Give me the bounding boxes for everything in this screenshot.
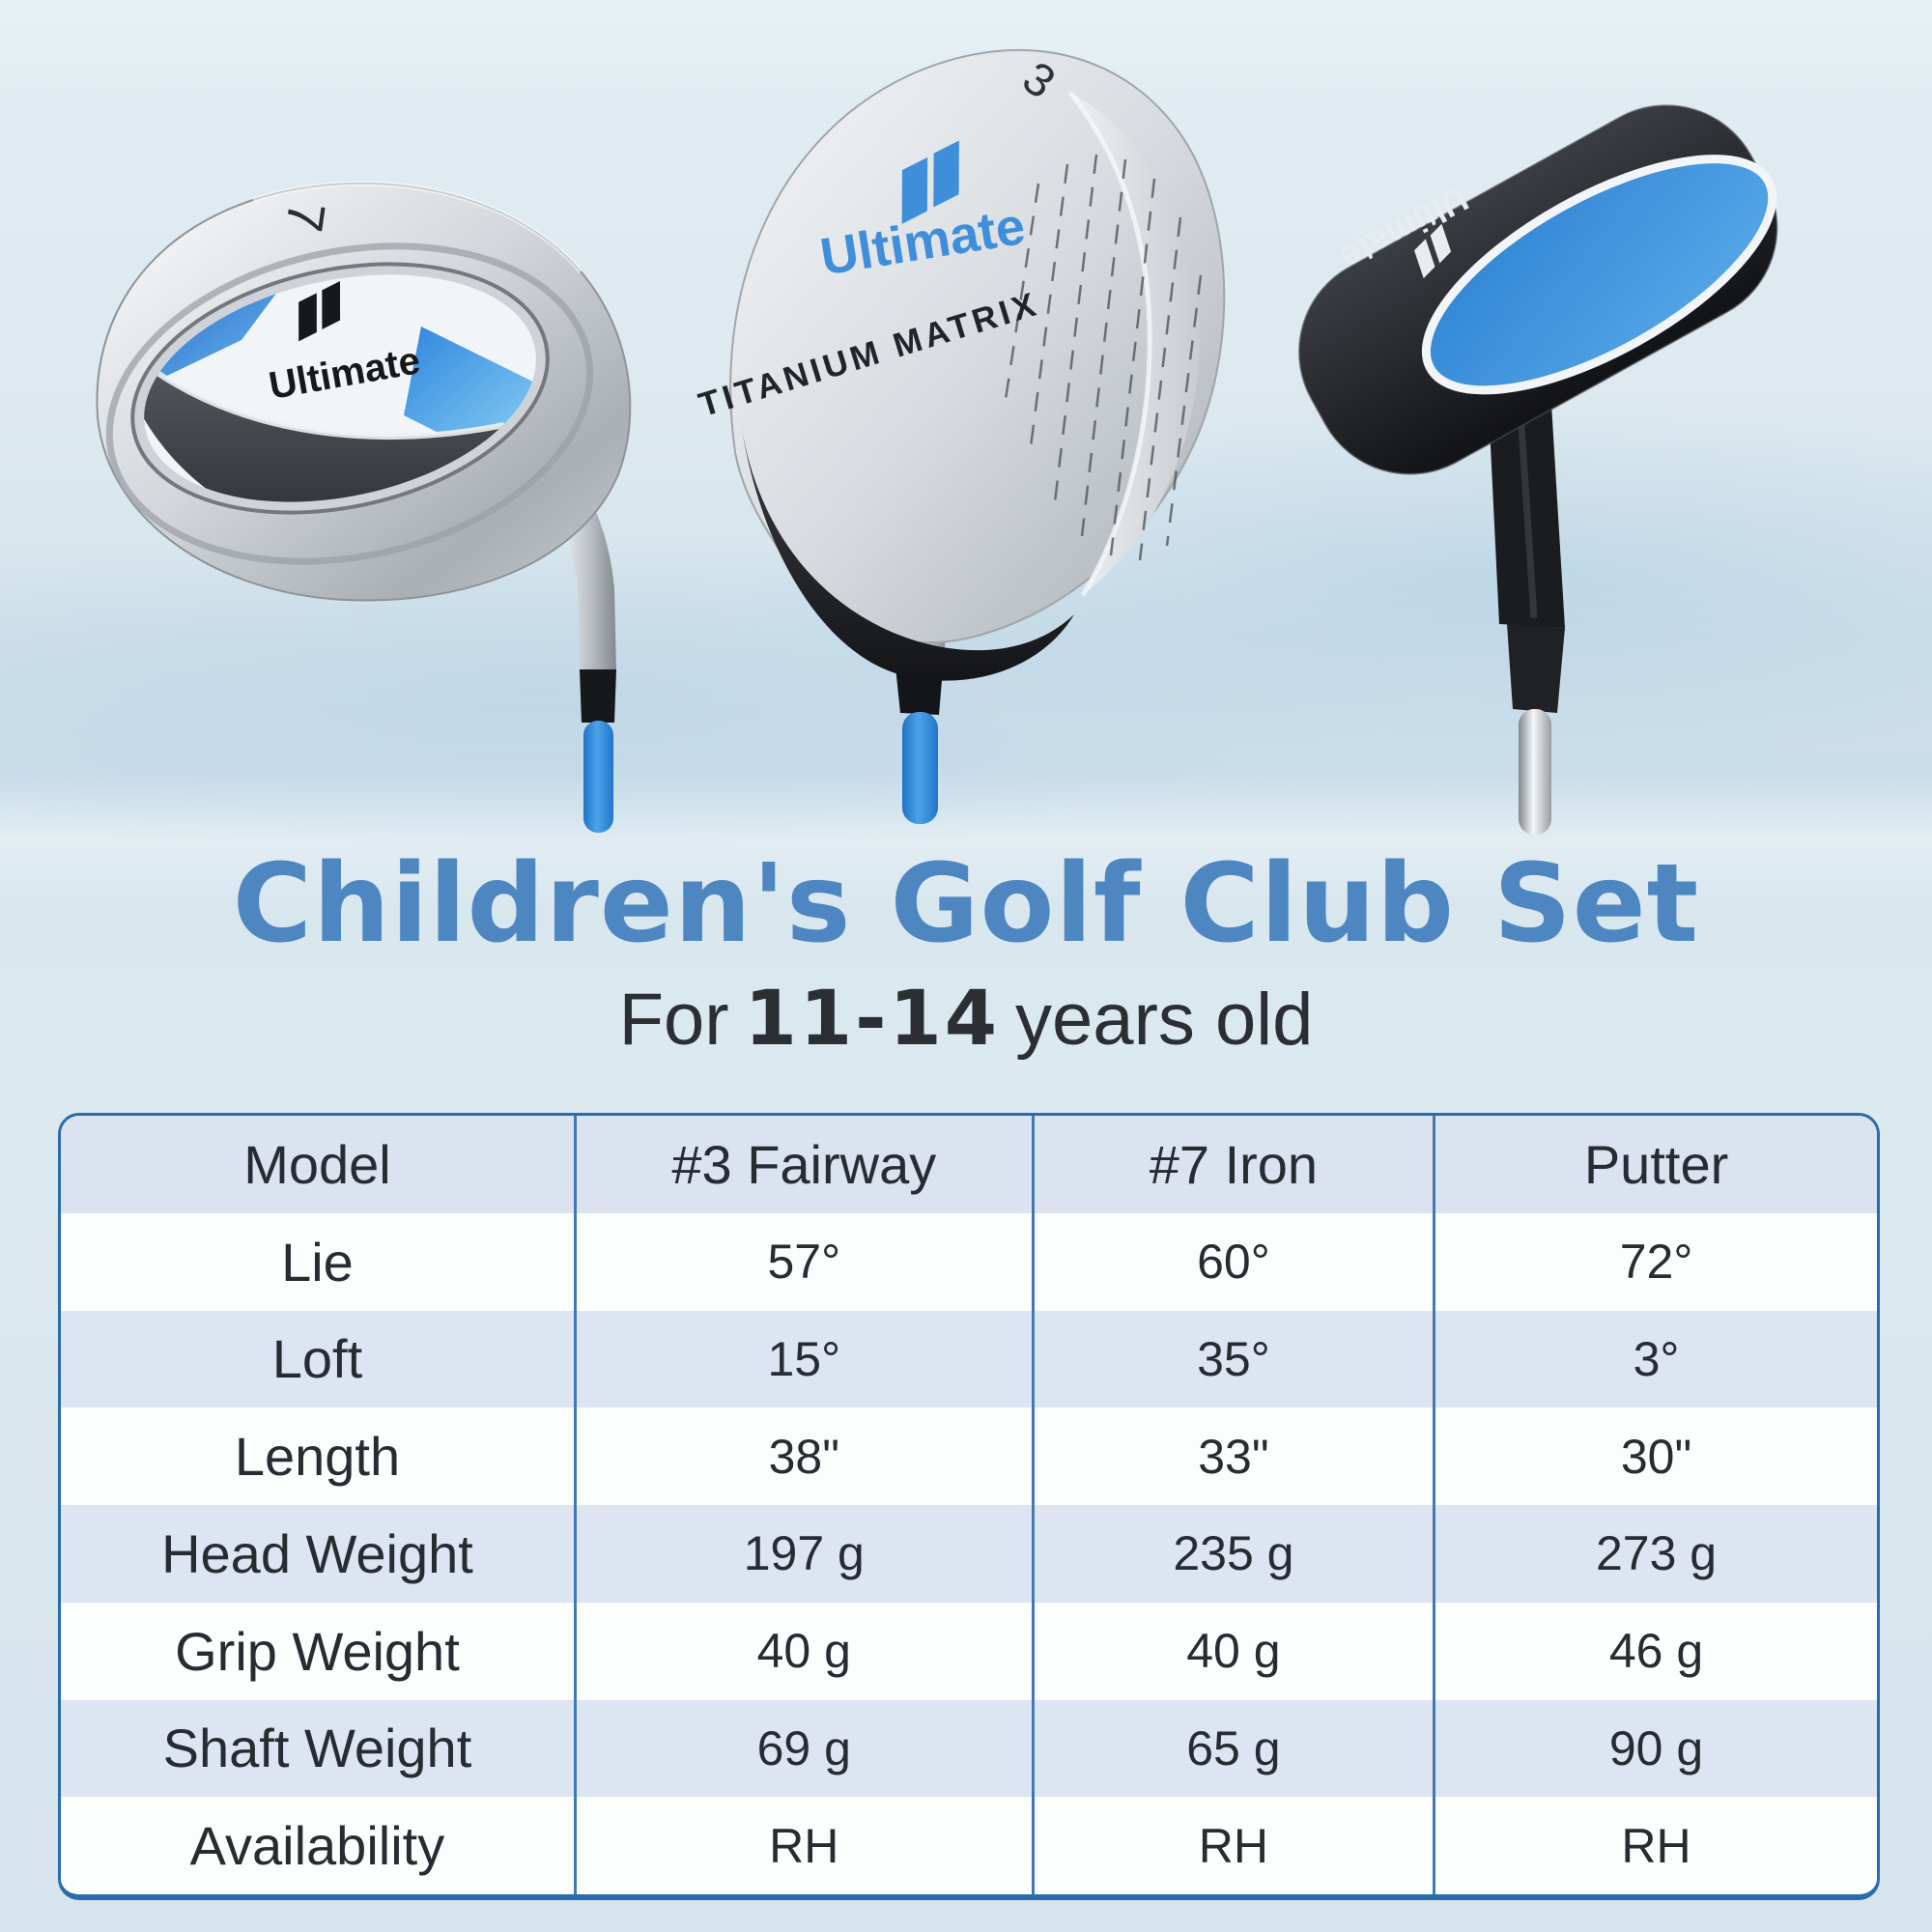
iron-head: Ultimate 7 (96, 181, 632, 602)
table-cell: 40 g (577, 1602, 1035, 1700)
face-grooves (1003, 154, 1203, 561)
fairway-sole (740, 415, 1074, 681)
table-cell: 60° (1035, 1212, 1436, 1311)
iron-club: Ultimate 7 (96, 181, 632, 833)
subtitle-age-range: 11-14 (744, 976, 1001, 1063)
row-label: Length (61, 1407, 577, 1505)
column-header-iron: #7 Iron (1035, 1116, 1436, 1213)
row-label: Grip Weight (61, 1602, 577, 1700)
table-cell: 65 g (1035, 1699, 1436, 1798)
table-cell: 40 g (1035, 1602, 1436, 1700)
table-cell: 35° (1035, 1310, 1436, 1408)
table-cell: 46 g (1608, 1624, 1704, 1679)
table-cell: 72° (1619, 1235, 1693, 1290)
golf-clubs-photo: Ultimate 7 (96, 49, 1778, 835)
table-cell: 38" (577, 1407, 1035, 1505)
putter-shaft (1488, 386, 1565, 835)
table-header-row: Model #3 Fairway #7 Iron Putter (61, 1116, 1877, 1213)
row-label: Head Weight (61, 1505, 577, 1603)
table-row-loft: Loft 15° 35° 3° (61, 1310, 1877, 1408)
table-cell: RH (577, 1797, 1035, 1894)
table-cell: 3° (1633, 1331, 1680, 1386)
table-cell: RH (1621, 1818, 1691, 1873)
spec-table: Model #3 Fairway #7 Iron Putter Lie 57° … (58, 1113, 1880, 1900)
table-cell: 273 g (1595, 1526, 1718, 1581)
putter-face-insert (1421, 155, 1777, 395)
table-cell: 30" (1620, 1429, 1692, 1484)
page-subtitle: For 11-14 years old (0, 981, 1932, 1057)
subtitle-prefix: For (618, 979, 729, 1061)
fairway-club: Ultimate TITANIUM MATRIX 3 (695, 49, 1226, 824)
table-cell: 15° (577, 1310, 1035, 1408)
ultimate-logo-icon (901, 140, 959, 224)
table-row-lie: Lie 57° 60° 72° (61, 1212, 1877, 1311)
table-cell: 33" (1035, 1407, 1436, 1505)
row-label: Lie (61, 1212, 577, 1311)
table-row-availability: Availability RH RH RH (61, 1797, 1877, 1894)
column-header-fairway: #3 Fairway (577, 1116, 1035, 1213)
table-cell: 235 g (1035, 1505, 1436, 1603)
table-cell: RH (1035, 1797, 1436, 1894)
column-header-putter: Putter (1583, 1133, 1729, 1195)
table-cell: 90 g (1608, 1720, 1704, 1776)
row-label: Loft (61, 1310, 577, 1408)
table-cell: 69 g (577, 1699, 1035, 1798)
table-row-grip-weight: Grip Weight 40 g 40 g 46 g (61, 1602, 1877, 1700)
table-row-shaft-weight: Shaft Weight 69 g 65 g 90 g (61, 1699, 1877, 1798)
column-header-model: Model (61, 1116, 577, 1213)
fairway-face (1070, 93, 1201, 595)
row-label: Shaft Weight (61, 1699, 577, 1798)
table-row-length: Length 38" 33" 30" (61, 1407, 1877, 1505)
subtitle-suffix: years old (1015, 979, 1314, 1061)
table-cell: 57° (577, 1212, 1035, 1311)
putter-head (1298, 104, 1778, 475)
table-cell: 197 g (577, 1505, 1035, 1603)
table-row-head-weight: Head Weight 197 g 235 g 273 g (61, 1505, 1877, 1603)
row-label: Availability (61, 1797, 577, 1894)
putter-club: Ultimate (1298, 104, 1778, 835)
page-title: Children's Golf Club Set (232, 841, 1700, 967)
fairway-head: Ultimate TITANIUM MATRIX 3 (695, 49, 1226, 681)
